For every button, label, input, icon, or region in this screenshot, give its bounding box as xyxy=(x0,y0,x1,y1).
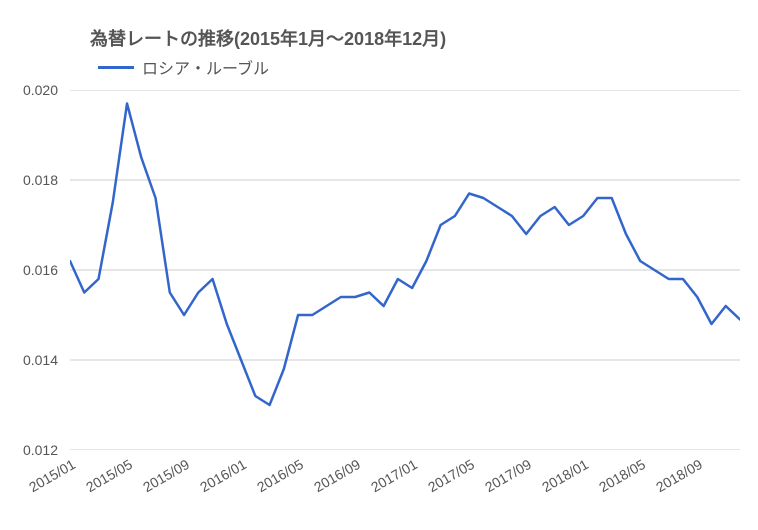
x-axis-label: 2018/09 xyxy=(653,456,705,495)
y-axis-label: 0.012 xyxy=(0,442,58,458)
y-axis-label: 0.016 xyxy=(0,262,58,278)
legend-label: ロシア・ルーブル xyxy=(142,55,269,79)
y-axis-label: 0.020 xyxy=(0,82,58,98)
x-axis-label: 2015/05 xyxy=(83,456,135,495)
x-axis-label: 2017/09 xyxy=(482,456,534,495)
x-axis-label: 2015/09 xyxy=(140,456,192,495)
y-axis-label: 0.018 xyxy=(0,172,58,188)
x-axis-label: 2018/01 xyxy=(539,456,591,495)
x-axis-label: 2016/01 xyxy=(197,456,249,495)
x-axis-label: 2018/05 xyxy=(596,456,648,495)
x-axis-label: 2015/01 xyxy=(26,456,78,495)
x-axis-label: 2017/05 xyxy=(425,456,477,495)
y-axis-label: 0.014 xyxy=(0,352,58,368)
x-axis-label: 2016/05 xyxy=(254,456,306,495)
chart-legend: ロシア・ルーブル xyxy=(98,55,269,79)
exchange-rate-chart: 為替レートの推移(2015年1月〜2018年12月) ロシア・ルーブル 0.01… xyxy=(0,0,758,530)
x-axis-label: 2017/01 xyxy=(368,456,420,495)
x-axis-label: 2016/09 xyxy=(311,456,363,495)
legend-line-swatch xyxy=(98,66,134,69)
chart-plot-area xyxy=(70,90,740,450)
chart-title: 為替レートの推移(2015年1月〜2018年12月) xyxy=(90,25,446,51)
